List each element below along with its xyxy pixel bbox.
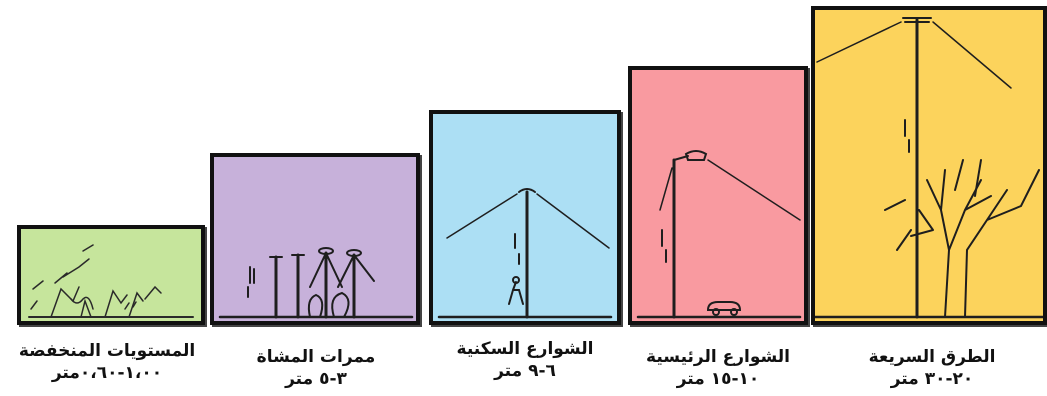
main-streets-panel xyxy=(628,66,808,325)
low-levels-panel xyxy=(17,225,205,325)
residential-streets-panel xyxy=(429,110,621,325)
walkways-panel xyxy=(210,153,420,325)
category-name: الشوارع السكنية xyxy=(456,339,594,359)
category-name: ممرات المشاة xyxy=(256,347,376,367)
height-range: ٦-٩ متر xyxy=(494,361,556,381)
height-range: ٢٠-٣٠ متر xyxy=(890,369,974,389)
label-main-streets: الشوارع الرئيسية ١٠-١٥ متر xyxy=(628,346,808,390)
walkway-lighting-sketch xyxy=(218,247,414,319)
height-range: ٣-٥ متر xyxy=(285,369,347,389)
label-residential-streets: الشوارع السكنية ٦-٩ متر xyxy=(430,338,620,382)
highway-lighting-sketch xyxy=(815,17,1043,319)
category-name: الشوارع الرئيسية xyxy=(646,347,790,367)
height-range: ١٠-١٥ متر xyxy=(676,369,760,389)
residential-street-lighting-sketch xyxy=(437,188,613,319)
height-range: ١،٠٠-٠،٦٠متر xyxy=(51,363,163,383)
label-walkways: ممرات المشاة ٣-٥ متر xyxy=(226,346,406,390)
category-name: الطرق السريعة xyxy=(868,347,996,367)
main-street-lighting-sketch xyxy=(636,150,802,319)
label-low-levels: المستويات المنخفضة ١،٠٠-٠،٦٠متر xyxy=(12,340,202,384)
highways-panel xyxy=(811,6,1047,325)
low-level-lighting-sketch xyxy=(28,244,194,318)
label-highways: الطرق السريعة ٢٠-٣٠ متر xyxy=(832,346,1032,390)
category-name: المستويات المنخفضة xyxy=(18,341,196,361)
